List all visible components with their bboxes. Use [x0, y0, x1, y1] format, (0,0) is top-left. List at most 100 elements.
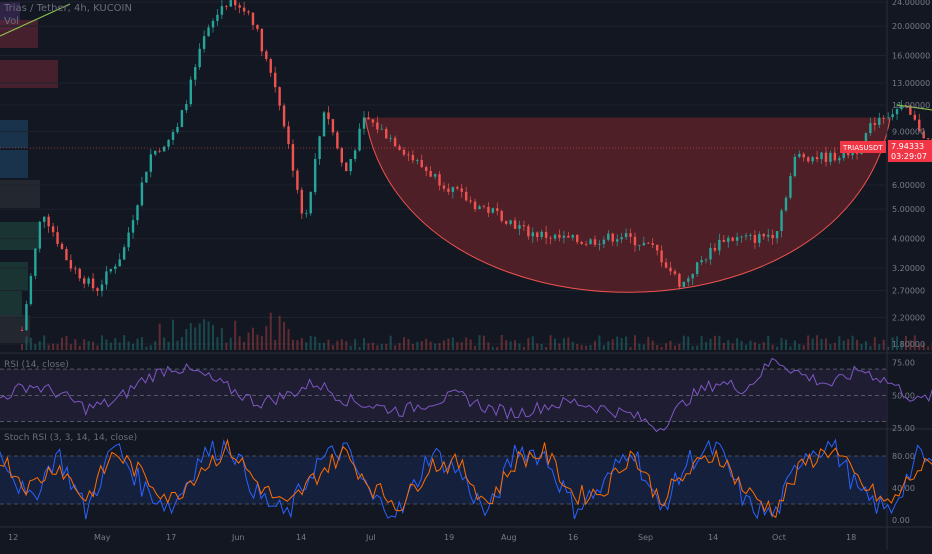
- candle-body: [270, 59, 272, 73]
- volume-bar: [30, 338, 32, 350]
- volume-bar: [496, 347, 498, 350]
- candle-body: [807, 157, 809, 161]
- candle-body: [74, 268, 76, 269]
- candle-body: [243, 8, 245, 12]
- volume-bar: [523, 347, 525, 350]
- candle-body: [105, 271, 107, 284]
- volume-bar: [434, 344, 436, 350]
- volume-bar: [21, 344, 23, 350]
- candle-body: [687, 278, 689, 281]
- candle-body: [914, 115, 916, 120]
- volume-bar: [838, 336, 840, 350]
- candle-body: [572, 235, 574, 238]
- candle-body: [301, 190, 303, 214]
- volume-bar: [270, 313, 272, 350]
- candle-body: [660, 251, 662, 263]
- candle-body: [616, 239, 618, 241]
- volume-bar: [97, 345, 99, 350]
- candle-body: [372, 119, 374, 122]
- volume-bar: [163, 337, 165, 350]
- volume-bar: [194, 327, 196, 350]
- candle-body: [594, 239, 596, 244]
- volume-bar: [692, 346, 694, 350]
- candle-body: [261, 29, 263, 51]
- price-axis-label: 3.20000: [892, 264, 925, 273]
- candle-body: [629, 233, 631, 237]
- symbol-tag-label: TRIASUSDT: [842, 144, 883, 152]
- price-tag-value: 7.94333: [891, 142, 924, 151]
- volume-bar: [714, 336, 716, 350]
- candle-body: [478, 206, 480, 209]
- volume-bar: [74, 339, 76, 350]
- candle-body: [434, 174, 436, 177]
- volume-bar: [332, 345, 334, 350]
- volume-bar: [829, 344, 831, 350]
- volume-bar: [883, 340, 885, 350]
- volume-bar: [665, 343, 667, 350]
- volume-bar: [70, 344, 72, 350]
- volume-bar: [252, 328, 254, 350]
- candle-body: [456, 187, 458, 188]
- candle-body: [638, 245, 640, 246]
- volume-bar: [154, 341, 156, 350]
- volume-bar: [239, 336, 241, 350]
- candle-body: [505, 221, 507, 224]
- volume-bar: [545, 347, 547, 350]
- candle-body: [292, 144, 294, 171]
- candle-body: [718, 240, 720, 251]
- volume-bar: [683, 336, 685, 350]
- candle-body: [825, 153, 827, 162]
- candle-body: [469, 200, 471, 201]
- volume-bar: [83, 339, 85, 350]
- candle-body: [700, 260, 702, 262]
- volume-bar: [749, 341, 751, 350]
- volume-bar: [616, 337, 618, 350]
- time-axis-label: May: [94, 533, 111, 542]
- candle-body: [483, 206, 485, 207]
- time-axis-label: Oct: [772, 533, 786, 542]
- candle-body: [376, 122, 378, 129]
- candle-body: [447, 189, 449, 192]
- volume-bar: [301, 338, 303, 350]
- volume-bar: [141, 337, 143, 350]
- volume-bar: [927, 346, 929, 350]
- volume-bar: [394, 345, 396, 350]
- candle-body: [576, 235, 578, 242]
- price-axis-label: 5.00000: [892, 205, 925, 214]
- volume-bar: [119, 343, 121, 350]
- candle-body: [25, 304, 27, 330]
- candle-body: [709, 248, 711, 260]
- volume-bar: [852, 336, 854, 350]
- candle-body: [278, 87, 280, 106]
- rsi-axis-label: 50.00: [892, 391, 915, 400]
- volume-bar: [128, 341, 130, 350]
- volume-bar: [221, 328, 223, 350]
- candle-body: [310, 192, 312, 213]
- candle-body: [358, 129, 360, 151]
- time-axis-label: 14: [296, 533, 306, 542]
- volume-bar: [718, 336, 720, 350]
- candle-body: [43, 217, 45, 222]
- volume-bar: [687, 337, 689, 350]
- volume-bar: [767, 336, 769, 350]
- volume-bar: [225, 343, 227, 350]
- volume-bar: [48, 345, 50, 350]
- volume-bar: [594, 341, 596, 350]
- candle-body: [749, 235, 751, 236]
- volume-bar: [865, 341, 867, 350]
- volume-bar: [288, 329, 290, 350]
- candle-body: [509, 220, 511, 223]
- candle-body: [465, 192, 467, 201]
- volume-profile-bar: [0, 120, 28, 148]
- candle-body: [172, 132, 174, 140]
- candle-body: [669, 268, 671, 272]
- candle-body: [785, 198, 787, 211]
- volume-bar: [132, 344, 134, 350]
- candle-body: [736, 237, 738, 241]
- candle-body: [385, 129, 387, 138]
- candle-body: [554, 235, 556, 239]
- candle-body: [789, 176, 791, 198]
- candle-body: [381, 129, 383, 130]
